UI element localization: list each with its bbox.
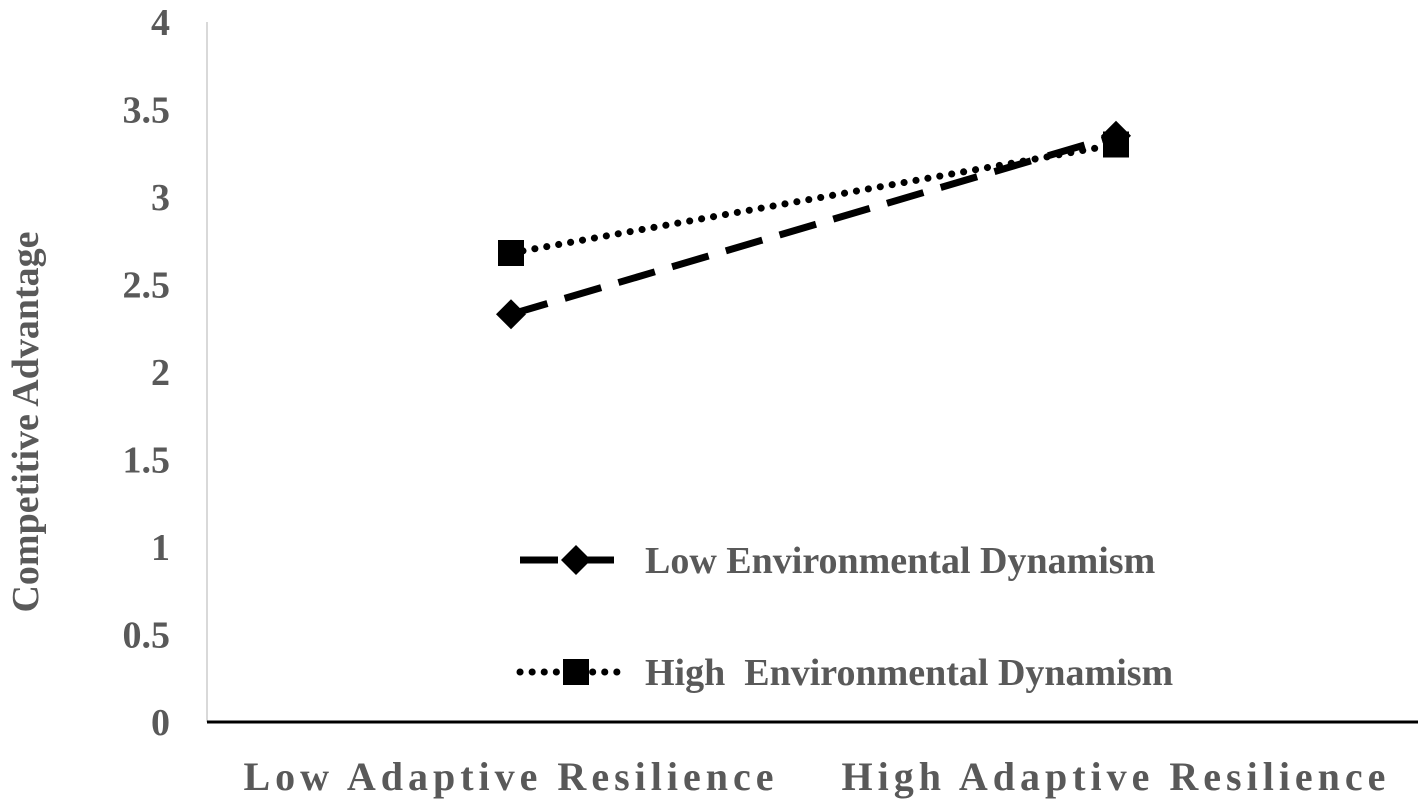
series-layer [496,120,1131,330]
square-marker [1103,131,1129,158]
y-tick-label: 1.5 [123,440,171,482]
x-category-label: Low Adaptive Resilience [244,754,779,799]
y-tick-label: 2 [151,352,170,394]
y-tick-label: 3 [151,177,170,219]
legend-label: High Environmental Dynamism [645,652,1173,694]
y-tick-label: 4 [151,2,170,44]
y-tick-label: 0 [151,702,170,744]
y-tick-label: 1 [151,527,170,569]
y-tick-label: 3.5 [123,90,171,132]
legend: Low Environmental Dynamism High Environme… [516,540,1173,694]
y-tick-label: 2.5 [123,265,171,307]
y-tick-label: 0.5 [123,615,171,657]
x-axis: Low Adaptive Resilience High Adaptive Res… [207,720,1418,799]
x-category-label: High Adaptive Resilience [842,754,1391,799]
y-axis: 0 0.5 1 1.5 2 2.5 3 3.5 4 [123,2,208,744]
series-line [507,141,1120,257]
diamond-marker [561,545,591,575]
y-axis-title: Competitive Advantage [5,231,47,612]
square-marker [563,659,589,685]
diamond-marker [496,299,526,330]
series-line [510,132,1117,318]
legend-label: Low Environmental Dynamism [645,540,1155,582]
square-marker [498,240,524,266]
